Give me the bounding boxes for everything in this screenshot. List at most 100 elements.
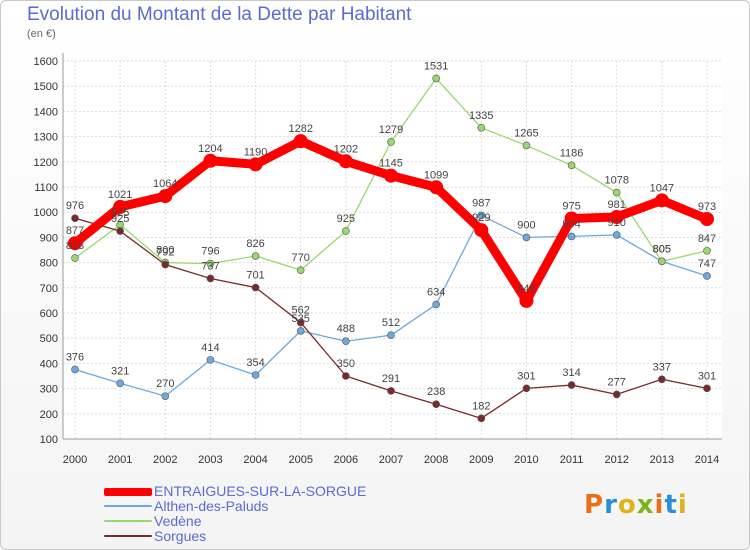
data-label: 1202 xyxy=(334,143,358,155)
data-point xyxy=(296,266,305,274)
data-label: 512 xyxy=(382,317,400,329)
data-label: 877 xyxy=(66,225,84,237)
data-point xyxy=(248,157,263,172)
data-label: 376 xyxy=(66,351,84,363)
data-point xyxy=(432,400,440,409)
y-tick-label: 500 xyxy=(40,333,58,345)
data-label: 701 xyxy=(246,270,264,282)
data-point xyxy=(567,381,576,389)
data-label: 792 xyxy=(156,247,174,259)
y-tick-label: 1000 xyxy=(34,207,58,219)
data-label: 900 xyxy=(517,219,535,231)
data-label: 238 xyxy=(427,386,445,398)
data-point xyxy=(296,318,305,327)
x-tick-label: 2000 xyxy=(63,454,87,466)
data-label: 314 xyxy=(562,367,580,379)
data-point xyxy=(71,214,79,223)
data-point xyxy=(567,161,576,170)
data-point xyxy=(68,236,82,251)
data-point xyxy=(387,138,395,146)
data-point xyxy=(251,371,260,379)
data-label: 1078 xyxy=(604,175,628,187)
x-tick-label: 2014 xyxy=(695,454,719,466)
data-point xyxy=(293,134,308,149)
x-tick-label: 2005 xyxy=(288,454,312,466)
data-point xyxy=(609,209,624,224)
data-point xyxy=(161,392,170,400)
data-point xyxy=(384,168,398,183)
y-tick-label: 800 xyxy=(40,258,58,270)
data-label: 301 xyxy=(517,370,535,382)
x-tick-label: 2008 xyxy=(424,454,448,466)
data-point xyxy=(113,199,128,214)
y-tick-label: 1500 xyxy=(34,81,58,93)
data-point xyxy=(612,188,621,197)
data-label: 1531 xyxy=(424,60,448,72)
data-label: 414 xyxy=(201,342,219,354)
data-label: 818 xyxy=(66,240,84,252)
data-point xyxy=(161,260,170,269)
data-point xyxy=(206,356,215,364)
y-tick-label: 1400 xyxy=(34,106,58,118)
data-point xyxy=(206,259,215,268)
data-label: 648 xyxy=(517,283,535,295)
data-point xyxy=(429,180,444,195)
data-label: 805 xyxy=(653,243,671,255)
data-point xyxy=(477,211,486,220)
legend-label-entraigues: ENTRAIGUES-SUR-LA-SORGUE xyxy=(154,483,367,499)
data-label: 747 xyxy=(698,258,716,270)
x-tick-label: 2010 xyxy=(514,454,538,466)
data-point xyxy=(654,193,669,208)
legend-swatch-sorgues xyxy=(104,535,152,537)
data-label: 1145 xyxy=(379,158,403,170)
data-point xyxy=(342,227,350,235)
data-label: 270 xyxy=(156,378,174,390)
data-point xyxy=(658,257,666,266)
data-label: 925 xyxy=(111,207,129,219)
data-label: 975 xyxy=(562,201,580,213)
y-tick-label: 300 xyxy=(40,384,58,396)
legend-item-vedene[interactable]: Vedène xyxy=(104,514,366,529)
data-label: 1279 xyxy=(379,124,403,136)
data-point xyxy=(387,387,395,395)
legend-label-althen: Althen-des-Paluds xyxy=(154,498,269,514)
data-point xyxy=(342,337,350,346)
data-point xyxy=(477,414,486,423)
data-label: 1064 xyxy=(153,178,177,190)
data-label: 976 xyxy=(66,200,84,212)
proxiti-logo: Proxiti xyxy=(584,490,688,520)
data-point xyxy=(477,123,486,132)
data-point xyxy=(564,211,579,226)
data-point xyxy=(158,189,173,204)
data-label: 981 xyxy=(608,199,626,211)
data-label: 301 xyxy=(698,370,716,382)
data-label: 929 xyxy=(472,212,490,224)
data-label: 910 xyxy=(608,217,626,229)
data-point xyxy=(612,231,621,239)
y-tick-label: 700 xyxy=(40,283,58,295)
data-label: 1282 xyxy=(288,123,312,135)
legend-item-althen[interactable]: Althen-des-Paluds xyxy=(104,499,366,514)
data-label: 925 xyxy=(111,213,129,225)
data-point xyxy=(296,327,305,335)
data-label: 805 xyxy=(653,243,671,255)
legend-item-entraigues[interactable]: ENTRAIGUES-SUR-LA-SORGUE xyxy=(104,484,366,499)
y-tick-label: 1600 xyxy=(34,56,58,68)
data-label: 796 xyxy=(201,246,219,258)
y-tick-label: 1100 xyxy=(34,182,58,194)
data-point xyxy=(703,246,711,255)
data-label: 737 xyxy=(201,260,219,272)
data-point xyxy=(522,384,531,393)
legend-item-sorgues[interactable]: Sorgues xyxy=(104,529,366,544)
data-label: 488 xyxy=(337,323,355,335)
y-tick-label: 200 xyxy=(40,409,58,421)
x-tick-label: 2006 xyxy=(334,454,358,466)
y-tick-label: 900 xyxy=(40,232,58,244)
legend-swatch-entraigues xyxy=(104,488,152,496)
data-label: 800 xyxy=(156,245,174,257)
data-label: 562 xyxy=(292,305,310,317)
chart-unit-label: (en €) xyxy=(27,28,56,40)
data-label: 337 xyxy=(653,361,671,373)
chart-legend: ENTRAIGUES-SUR-LA-SORGUE Althen-des-Palu… xyxy=(104,484,366,544)
